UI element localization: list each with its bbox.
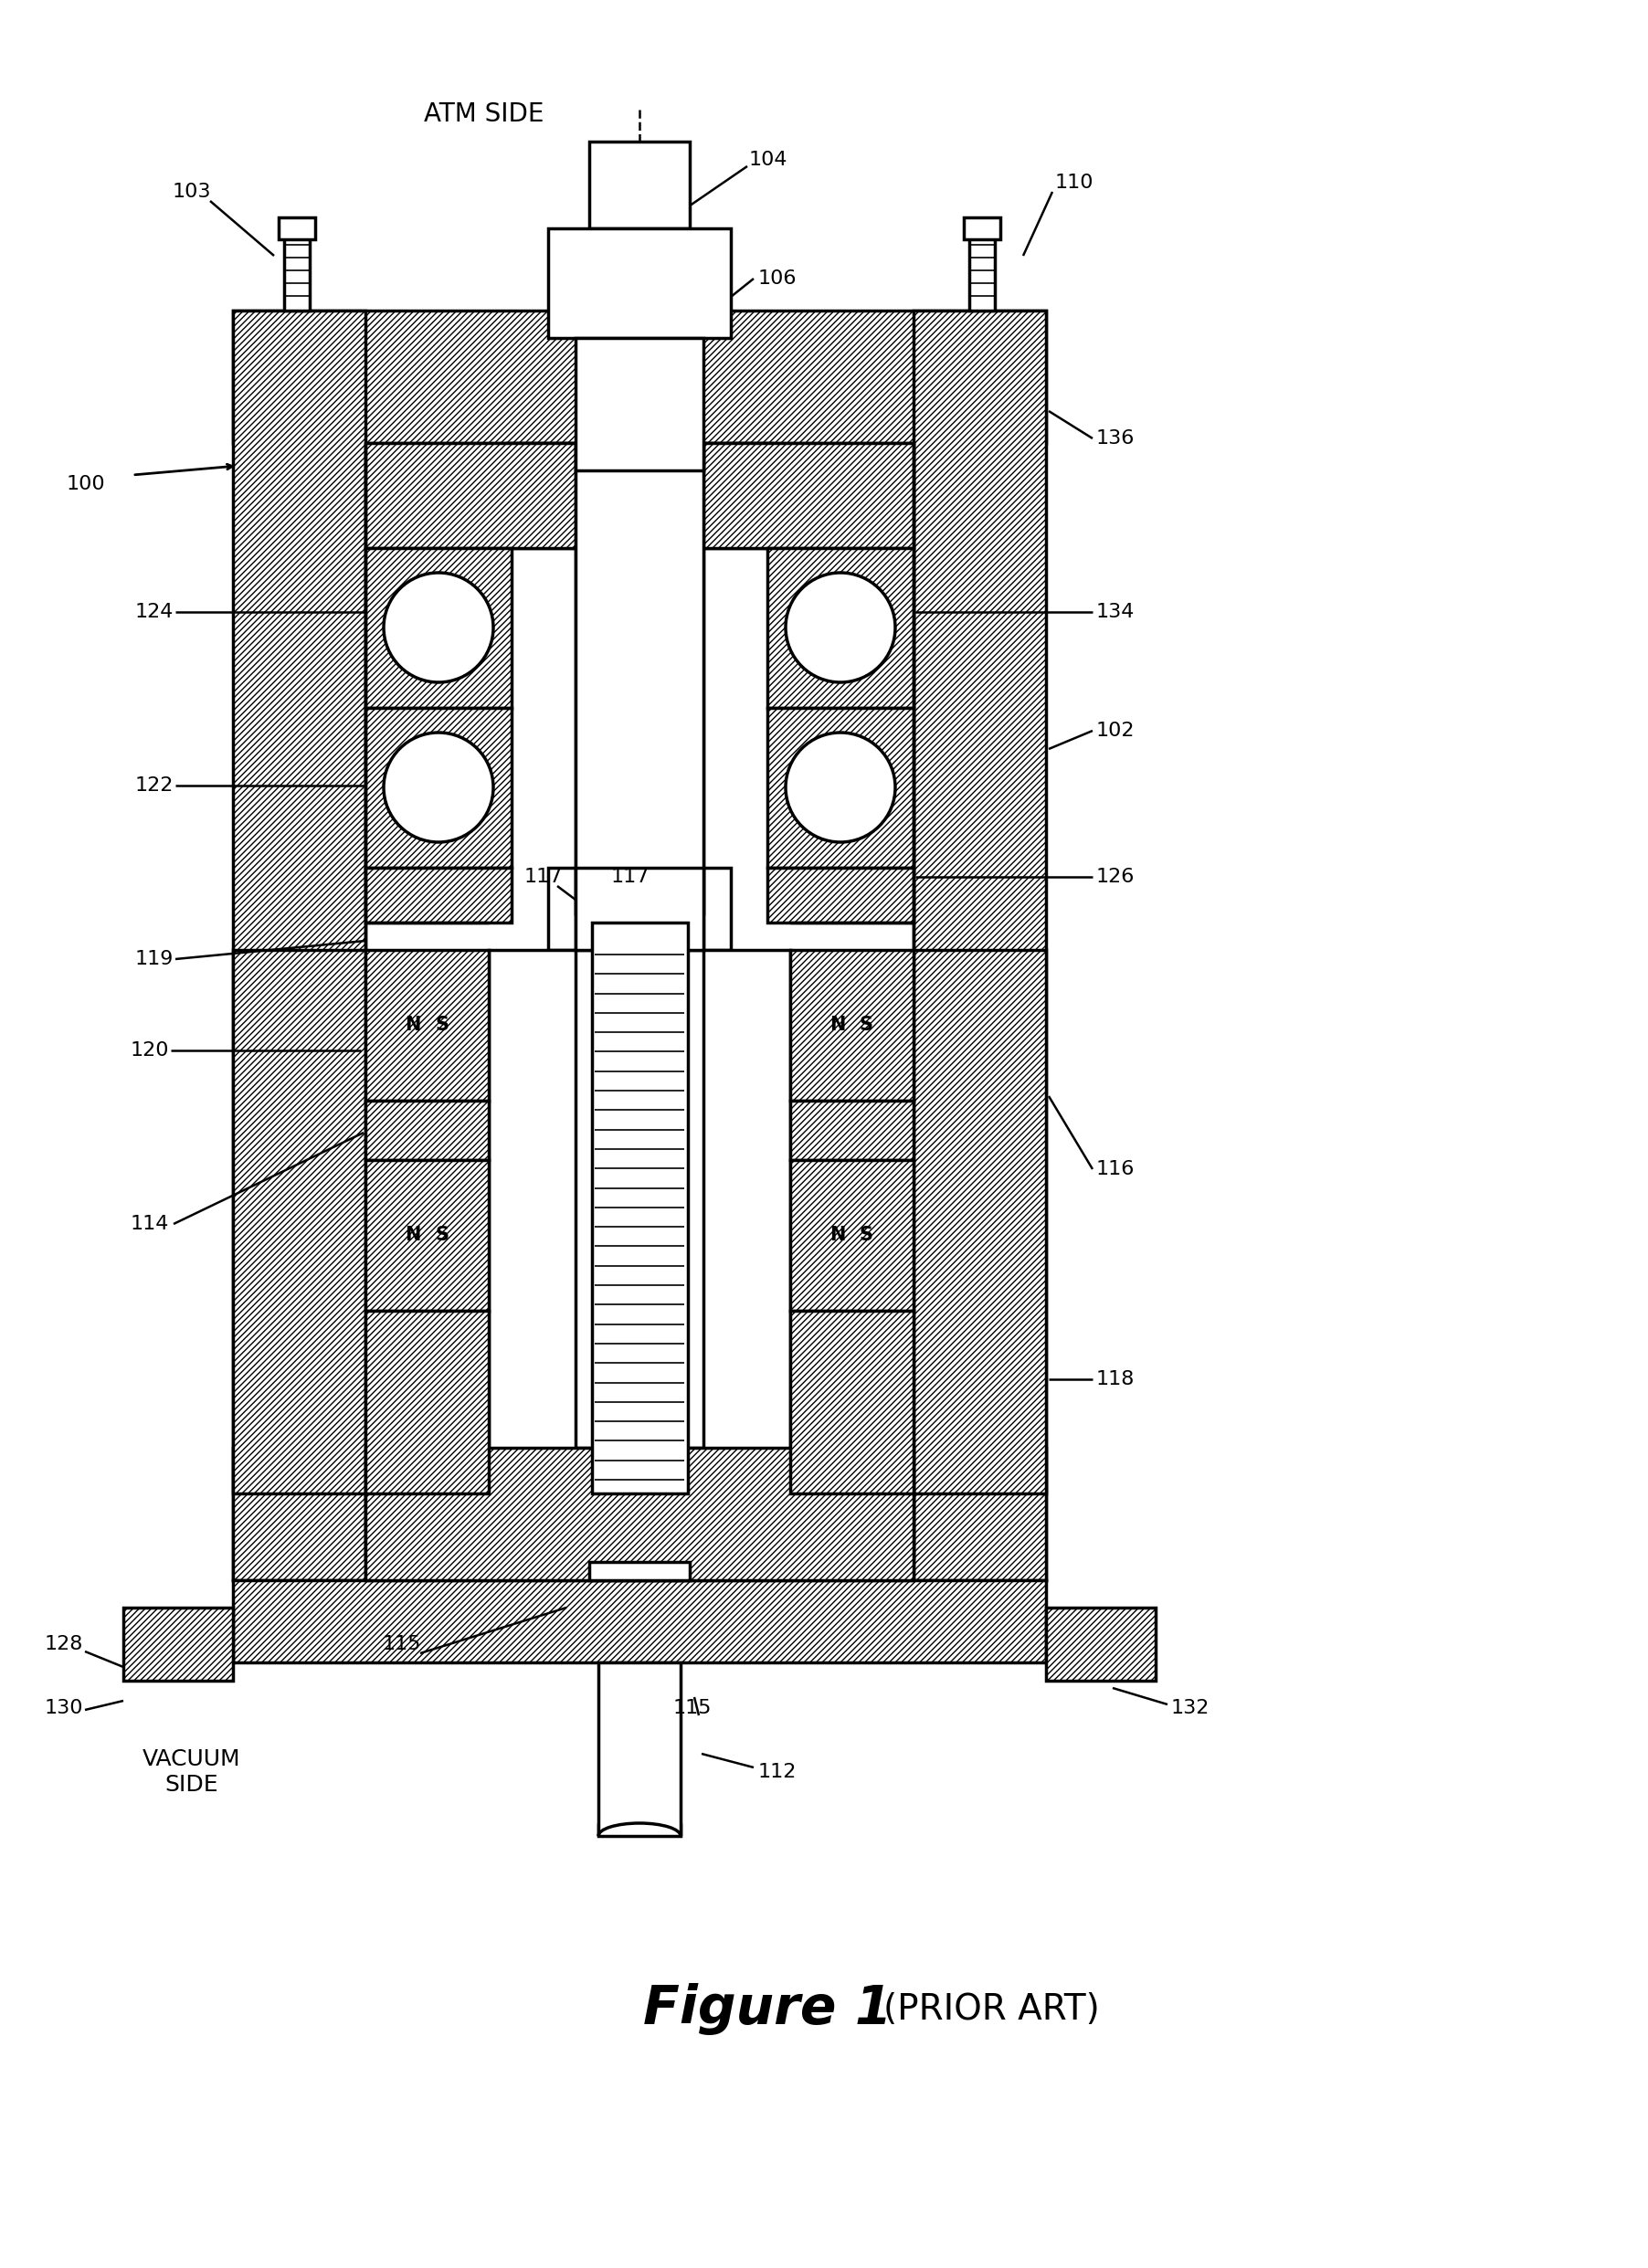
Bar <box>789 1100 913 1159</box>
Bar <box>279 218 315 240</box>
Bar <box>366 1447 913 1581</box>
Ellipse shape <box>786 574 895 683</box>
Text: N: N <box>404 1016 420 1034</box>
Bar <box>768 549 913 708</box>
Bar <box>232 950 366 1492</box>
Text: 115: 115 <box>672 1699 712 1717</box>
Text: 134: 134 <box>1096 603 1135 621</box>
Bar <box>913 311 1046 1581</box>
Text: 128: 128 <box>44 1635 84 1653</box>
Text: VACUUM
SIDE: VACUUM SIDE <box>143 1749 241 1796</box>
Bar <box>232 311 1046 442</box>
Bar <box>366 549 511 708</box>
Bar <box>366 869 511 923</box>
Bar <box>232 1447 1046 1581</box>
Text: N: N <box>404 1227 420 1245</box>
Ellipse shape <box>786 733 895 841</box>
Bar <box>969 238 995 311</box>
Text: 100: 100 <box>66 474 105 492</box>
Bar <box>232 1581 1046 1662</box>
Bar <box>789 1311 913 1492</box>
Text: 126: 126 <box>1096 869 1135 887</box>
Text: N: N <box>829 1227 845 1245</box>
Bar <box>124 1608 232 1681</box>
Bar <box>549 869 730 950</box>
Bar <box>575 869 704 950</box>
Bar <box>964 218 1000 240</box>
Text: 124: 124 <box>135 603 173 621</box>
Bar <box>366 442 575 549</box>
Text: 132: 132 <box>1172 1699 1210 1717</box>
Bar <box>740 1492 913 1558</box>
Bar <box>590 1563 691 1581</box>
Text: S: S <box>435 1227 448 1245</box>
Text: 112: 112 <box>758 1762 798 1780</box>
Text: 110: 110 <box>1055 175 1094 193</box>
Bar <box>366 1100 489 1159</box>
Ellipse shape <box>384 733 493 841</box>
Text: 130: 130 <box>44 1699 84 1717</box>
Text: 116: 116 <box>1096 1159 1135 1179</box>
Bar <box>575 338 704 469</box>
Bar <box>575 442 704 914</box>
Text: S: S <box>860 1227 873 1245</box>
Bar <box>283 238 310 311</box>
Text: 120: 120 <box>130 1041 170 1059</box>
Text: 114: 114 <box>130 1216 170 1234</box>
Text: 136: 136 <box>1096 429 1135 447</box>
Text: 106: 106 <box>758 270 798 288</box>
Bar <box>704 442 913 549</box>
Bar <box>590 141 691 229</box>
Text: 118: 118 <box>1096 1370 1135 1388</box>
Text: 103: 103 <box>173 184 211 202</box>
Bar <box>598 1662 681 1837</box>
Bar <box>768 869 913 923</box>
Bar <box>549 229 730 338</box>
Bar <box>704 950 789 1492</box>
Bar <box>366 1311 489 1492</box>
Bar <box>592 923 687 1492</box>
Bar <box>913 950 1046 1492</box>
Bar <box>232 311 366 1581</box>
Text: 104: 104 <box>750 150 788 170</box>
Bar <box>539 1492 740 1563</box>
Bar <box>366 950 489 1100</box>
Bar <box>366 1492 539 1558</box>
Text: 117: 117 <box>611 869 649 887</box>
Text: 117: 117 <box>524 869 564 887</box>
Bar <box>366 708 511 869</box>
Text: Figure 1: Figure 1 <box>643 1984 892 2037</box>
Text: S: S <box>860 1016 873 1034</box>
Bar <box>489 950 575 1492</box>
Bar <box>366 1159 489 1311</box>
Text: (PRIOR ART): (PRIOR ART) <box>883 1991 1099 2028</box>
Bar <box>789 950 913 1100</box>
Text: S: S <box>435 1016 448 1034</box>
Ellipse shape <box>384 574 493 683</box>
Bar <box>789 1159 913 1311</box>
Text: ATM SIDE: ATM SIDE <box>424 102 544 127</box>
Text: 122: 122 <box>135 776 173 794</box>
Bar <box>508 442 771 549</box>
Text: 102: 102 <box>1096 721 1135 739</box>
Text: 119: 119 <box>135 950 173 968</box>
Text: 115: 115 <box>382 1635 422 1653</box>
Bar <box>768 708 913 869</box>
Bar <box>1046 1608 1155 1681</box>
Text: N: N <box>829 1016 845 1034</box>
